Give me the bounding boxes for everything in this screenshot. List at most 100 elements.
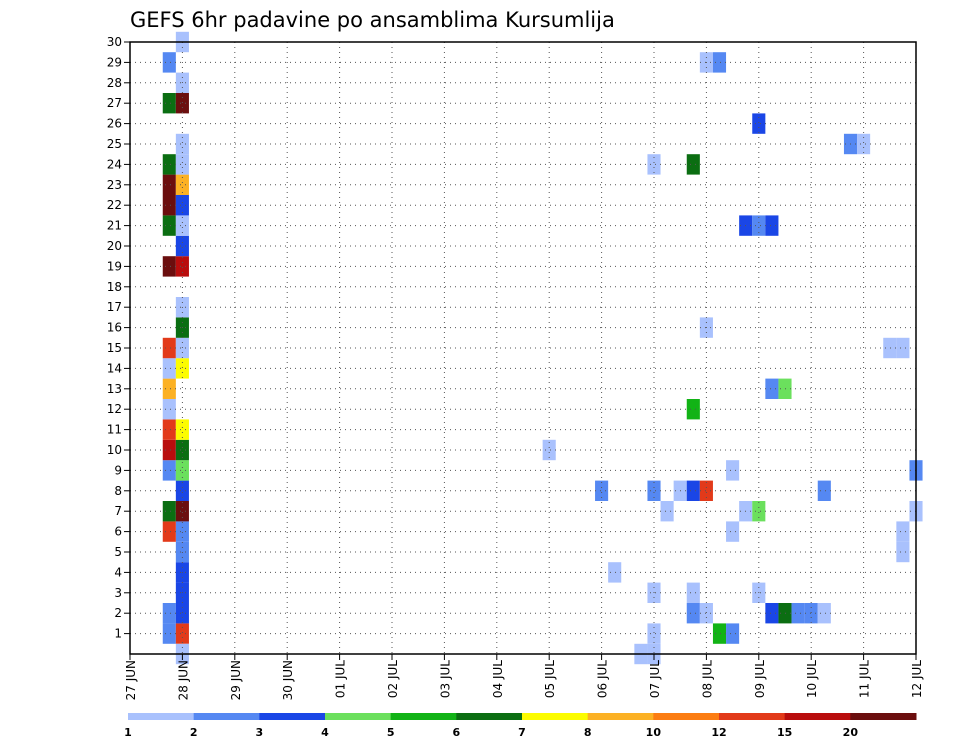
grid-lines [130,41,916,654]
heatmap-cell [175,215,189,236]
legend-swatch [193,713,260,720]
heatmap-cell [726,460,740,481]
chart-title: GEFS 6hr padavine po ansamblima Kursumli… [130,8,615,32]
legend-level-label: 3 [256,726,264,739]
y-tick-label: 15 [107,341,122,355]
x-tick-label: 08 JUL [700,660,714,698]
heatmap-cell [162,337,176,359]
legend-swatch [390,713,457,720]
heatmap-cell [817,480,831,501]
legend-swatch [719,713,786,720]
x-tick-label: 29 JUN [229,660,243,700]
heatmap-cell [175,623,189,644]
heatmap-cell [162,358,176,379]
y-tick-label: 27 [107,96,122,110]
heatmap-cell [699,603,713,624]
x-tick-label: 30 JUN [281,660,295,700]
y-tick-label: 11 [107,423,122,437]
y-tick-label: 26 [107,117,122,131]
legend-level-label: 4 [321,726,329,739]
y-tick-label: 28 [107,76,122,90]
heatmap-cell [608,562,622,583]
y-tick-label: 24 [107,157,122,171]
heatmap-cell [686,399,700,420]
heatmap-cell [699,480,713,501]
x-tick-label: 05 JUL [543,660,557,698]
heatmap-cell [752,215,766,236]
legend-level-label: 7 [518,726,526,739]
heatmap-cell [175,501,189,522]
heatmap-cell [175,603,189,624]
y-tick-label: 9 [114,463,122,477]
heatmap-cell [647,623,661,644]
y-tick-label: 18 [107,280,122,294]
heatmap-cell [791,603,805,624]
legend-swatch [128,713,195,720]
x-tick-label: 11 JUL [858,660,872,698]
heatmap-cell [162,195,176,216]
legend-level-label: 10 [646,726,662,739]
color-legend: 1 2 3 4 5 6 7 8 10 12 15 20 [124,713,917,739]
y-tick-label: 22 [107,198,122,212]
legend-level-label: 15 [777,726,792,739]
y-tick-label: 16 [107,321,122,335]
x-tick-label: 27 JUN [124,660,138,700]
legend-swatch [653,713,720,720]
heatmap-cell [726,623,740,644]
heatmap-cell [175,256,189,277]
y-tick-label: 10 [107,443,122,457]
heatmap-cell [162,154,176,175]
x-tick-label: 04 JUL [491,660,505,698]
heatmap-cell [175,235,189,257]
x-tick-label: 12 JUL [910,660,924,698]
legend-level-label: 5 [387,726,395,739]
y-tick-label: 21 [107,219,122,233]
legend-level-label: 8 [584,726,592,739]
x-tick-label: 03 JUL [438,660,452,698]
heatmap-cell [647,480,661,501]
legend-swatch [522,713,589,720]
x-tick-label: 07 JUL [648,660,662,698]
heatmap-cell [162,93,176,114]
x-tick-label: 10 JUL [805,660,819,698]
heatmap-cell [162,215,176,236]
heatmap-cell [896,521,910,542]
heatmap-cell [712,52,727,73]
x-tick-label: 06 JUL [596,660,610,698]
heatmap-cell [175,195,189,216]
heatmap-cell [752,113,766,134]
heatmap-cell [175,154,189,175]
heatmap-cell [752,501,766,522]
heatmap-cell [660,501,674,522]
heatmap-cell [162,521,176,542]
heatmap-cell [175,93,189,114]
heatmap-cell [162,399,176,420]
y-tick-label: 7 [114,504,122,518]
heatmap-cell [765,378,779,399]
y-tick-label: 6 [114,525,122,539]
heatmap-cell [765,215,779,236]
legend-swatch [456,713,523,720]
legend-swatch [259,713,326,720]
heatmap-cell [726,521,740,542]
heatmap-cell [162,52,176,73]
heatmap-cell [686,603,700,624]
heatmap-cell [162,439,176,461]
x-tick-label: 28 JUN [176,660,190,700]
y-tick-label: 19 [107,259,122,273]
legend-swatch [587,713,654,720]
heatmap-cell [817,603,831,624]
x-tick-label: 01 JUL [334,660,348,698]
heatmap-cell [162,174,176,195]
y-tick-label: 14 [107,361,122,375]
heatmap-cell [175,133,189,155]
heatmap-cell [595,480,609,501]
y-tick-label: 29 [107,55,122,69]
heatmap-cell [162,378,176,399]
heatmap-cell [175,460,189,481]
y-tick-label: 2 [114,606,122,620]
heatmap-cell [162,623,176,644]
legend-level-label: 1 [124,726,132,739]
y-tick-label: 13 [107,382,122,396]
